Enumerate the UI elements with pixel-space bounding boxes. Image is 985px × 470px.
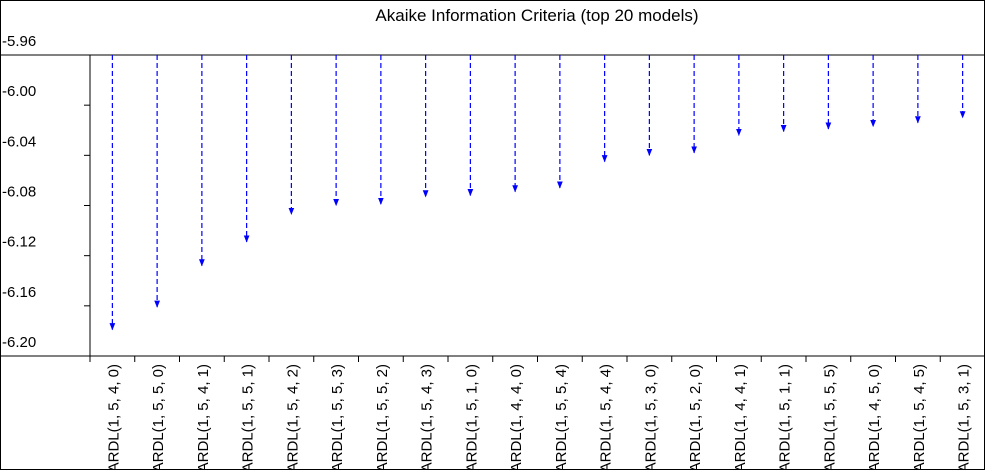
x-tick-label: ARDL(1, 5, 1, 1) — [777, 364, 794, 470]
x-tick-label: ARDL(1, 5, 3, 1) — [956, 364, 973, 470]
y-tick-label: -5.96 — [2, 33, 36, 50]
x-tick-label: ARDL(1, 5, 5, 3) — [329, 364, 346, 470]
x-tick-label: ARDL(1, 5, 4, 4) — [598, 364, 615, 470]
y-tick-label: -6.12 — [2, 234, 36, 251]
y-tick-label: -6.08 — [2, 184, 36, 201]
x-tick-label: ARDL(1, 4, 4, 0) — [508, 364, 525, 470]
x-tick-label: ARDL(1, 5, 5, 5) — [821, 364, 838, 470]
x-tick-label: ARDL(1, 5, 4, 1) — [195, 364, 212, 470]
y-tick-label: -6.20 — [2, 334, 36, 351]
y-tick-label: -6.00 — [2, 83, 36, 100]
x-tick-label: ARDL(1, 5, 4, 3) — [419, 364, 436, 470]
y-tick-label: -6.16 — [2, 284, 36, 301]
x-tick-label: ARDL(1, 5, 4, 2) — [284, 364, 301, 470]
x-tick-label: ARDL(1, 5, 5, 2) — [374, 364, 391, 470]
x-tick-label: ARDL(1, 5, 3, 0) — [642, 364, 659, 470]
x-tick-label: ARDL(1, 5, 1, 0) — [463, 364, 480, 470]
x-tick-label: ARDL(1, 5, 2, 0) — [687, 364, 704, 470]
y-tick-label: -6.04 — [2, 133, 36, 150]
chart-title: Akaike Information Criteria (top 20 mode… — [375, 6, 698, 25]
x-tick-label: ARDL(1, 5, 5, 4) — [553, 364, 570, 470]
x-tick-label: ARDL(1, 5, 5, 0) — [150, 364, 167, 470]
x-tick-label: ARDL(1, 4, 5, 0) — [866, 364, 883, 470]
x-tick-label: ARDL(1, 5, 5, 1) — [240, 364, 257, 470]
x-tick-label: ARDL(1, 5, 4, 5) — [911, 364, 928, 470]
x-tick-label: ARDL(1, 5, 4, 0) — [105, 364, 122, 470]
x-tick-label: ARDL(1, 4, 4, 1) — [732, 364, 749, 470]
